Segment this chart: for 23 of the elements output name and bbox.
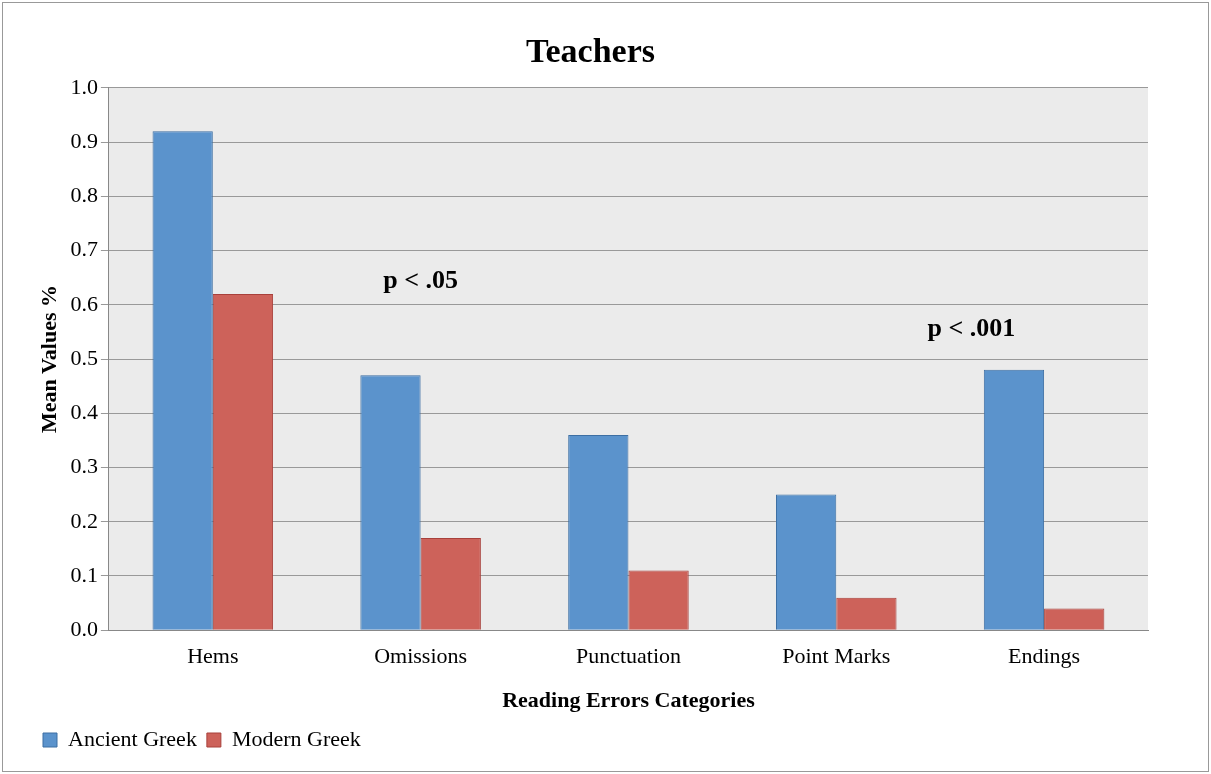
x-axis-title: Reading Errors Categories <box>502 687 756 713</box>
legend-label: Modern Greek <box>231 725 361 751</box>
y-tick-label: 0.4 <box>70 399 98 425</box>
chart-title: Teachers <box>525 32 656 70</box>
y-tick-label: 0.5 <box>70 344 98 370</box>
x-tick-label: Punctuation <box>575 643 681 669</box>
x-tick-label: Omissions <box>374 643 468 669</box>
x-tick-label: Hems <box>187 643 239 669</box>
y-tick-label: 0.6 <box>70 290 98 316</box>
y-tick-label: 0.3 <box>70 453 98 479</box>
y-tick-label: 0.8 <box>70 182 98 208</box>
y-tick-label: 0.0 <box>70 615 98 641</box>
y-tick-label: 0.2 <box>70 507 98 533</box>
x-tick-label: Endings <box>1008 643 1081 669</box>
y-tick-label: 1.0 <box>70 73 98 99</box>
annotation: p < .001 <box>927 313 1016 343</box>
y-tick-label: 0.7 <box>70 236 98 262</box>
y-axis-title: Mean Values % <box>35 285 61 433</box>
x-tick-label: Point Marks <box>782 643 891 669</box>
y-tick-label: 0.1 <box>70 561 98 587</box>
legend-label: Ancient Greek <box>68 725 197 751</box>
annotation: p < .05 <box>383 264 459 294</box>
y-tick-label: 0.9 <box>70 127 98 153</box>
